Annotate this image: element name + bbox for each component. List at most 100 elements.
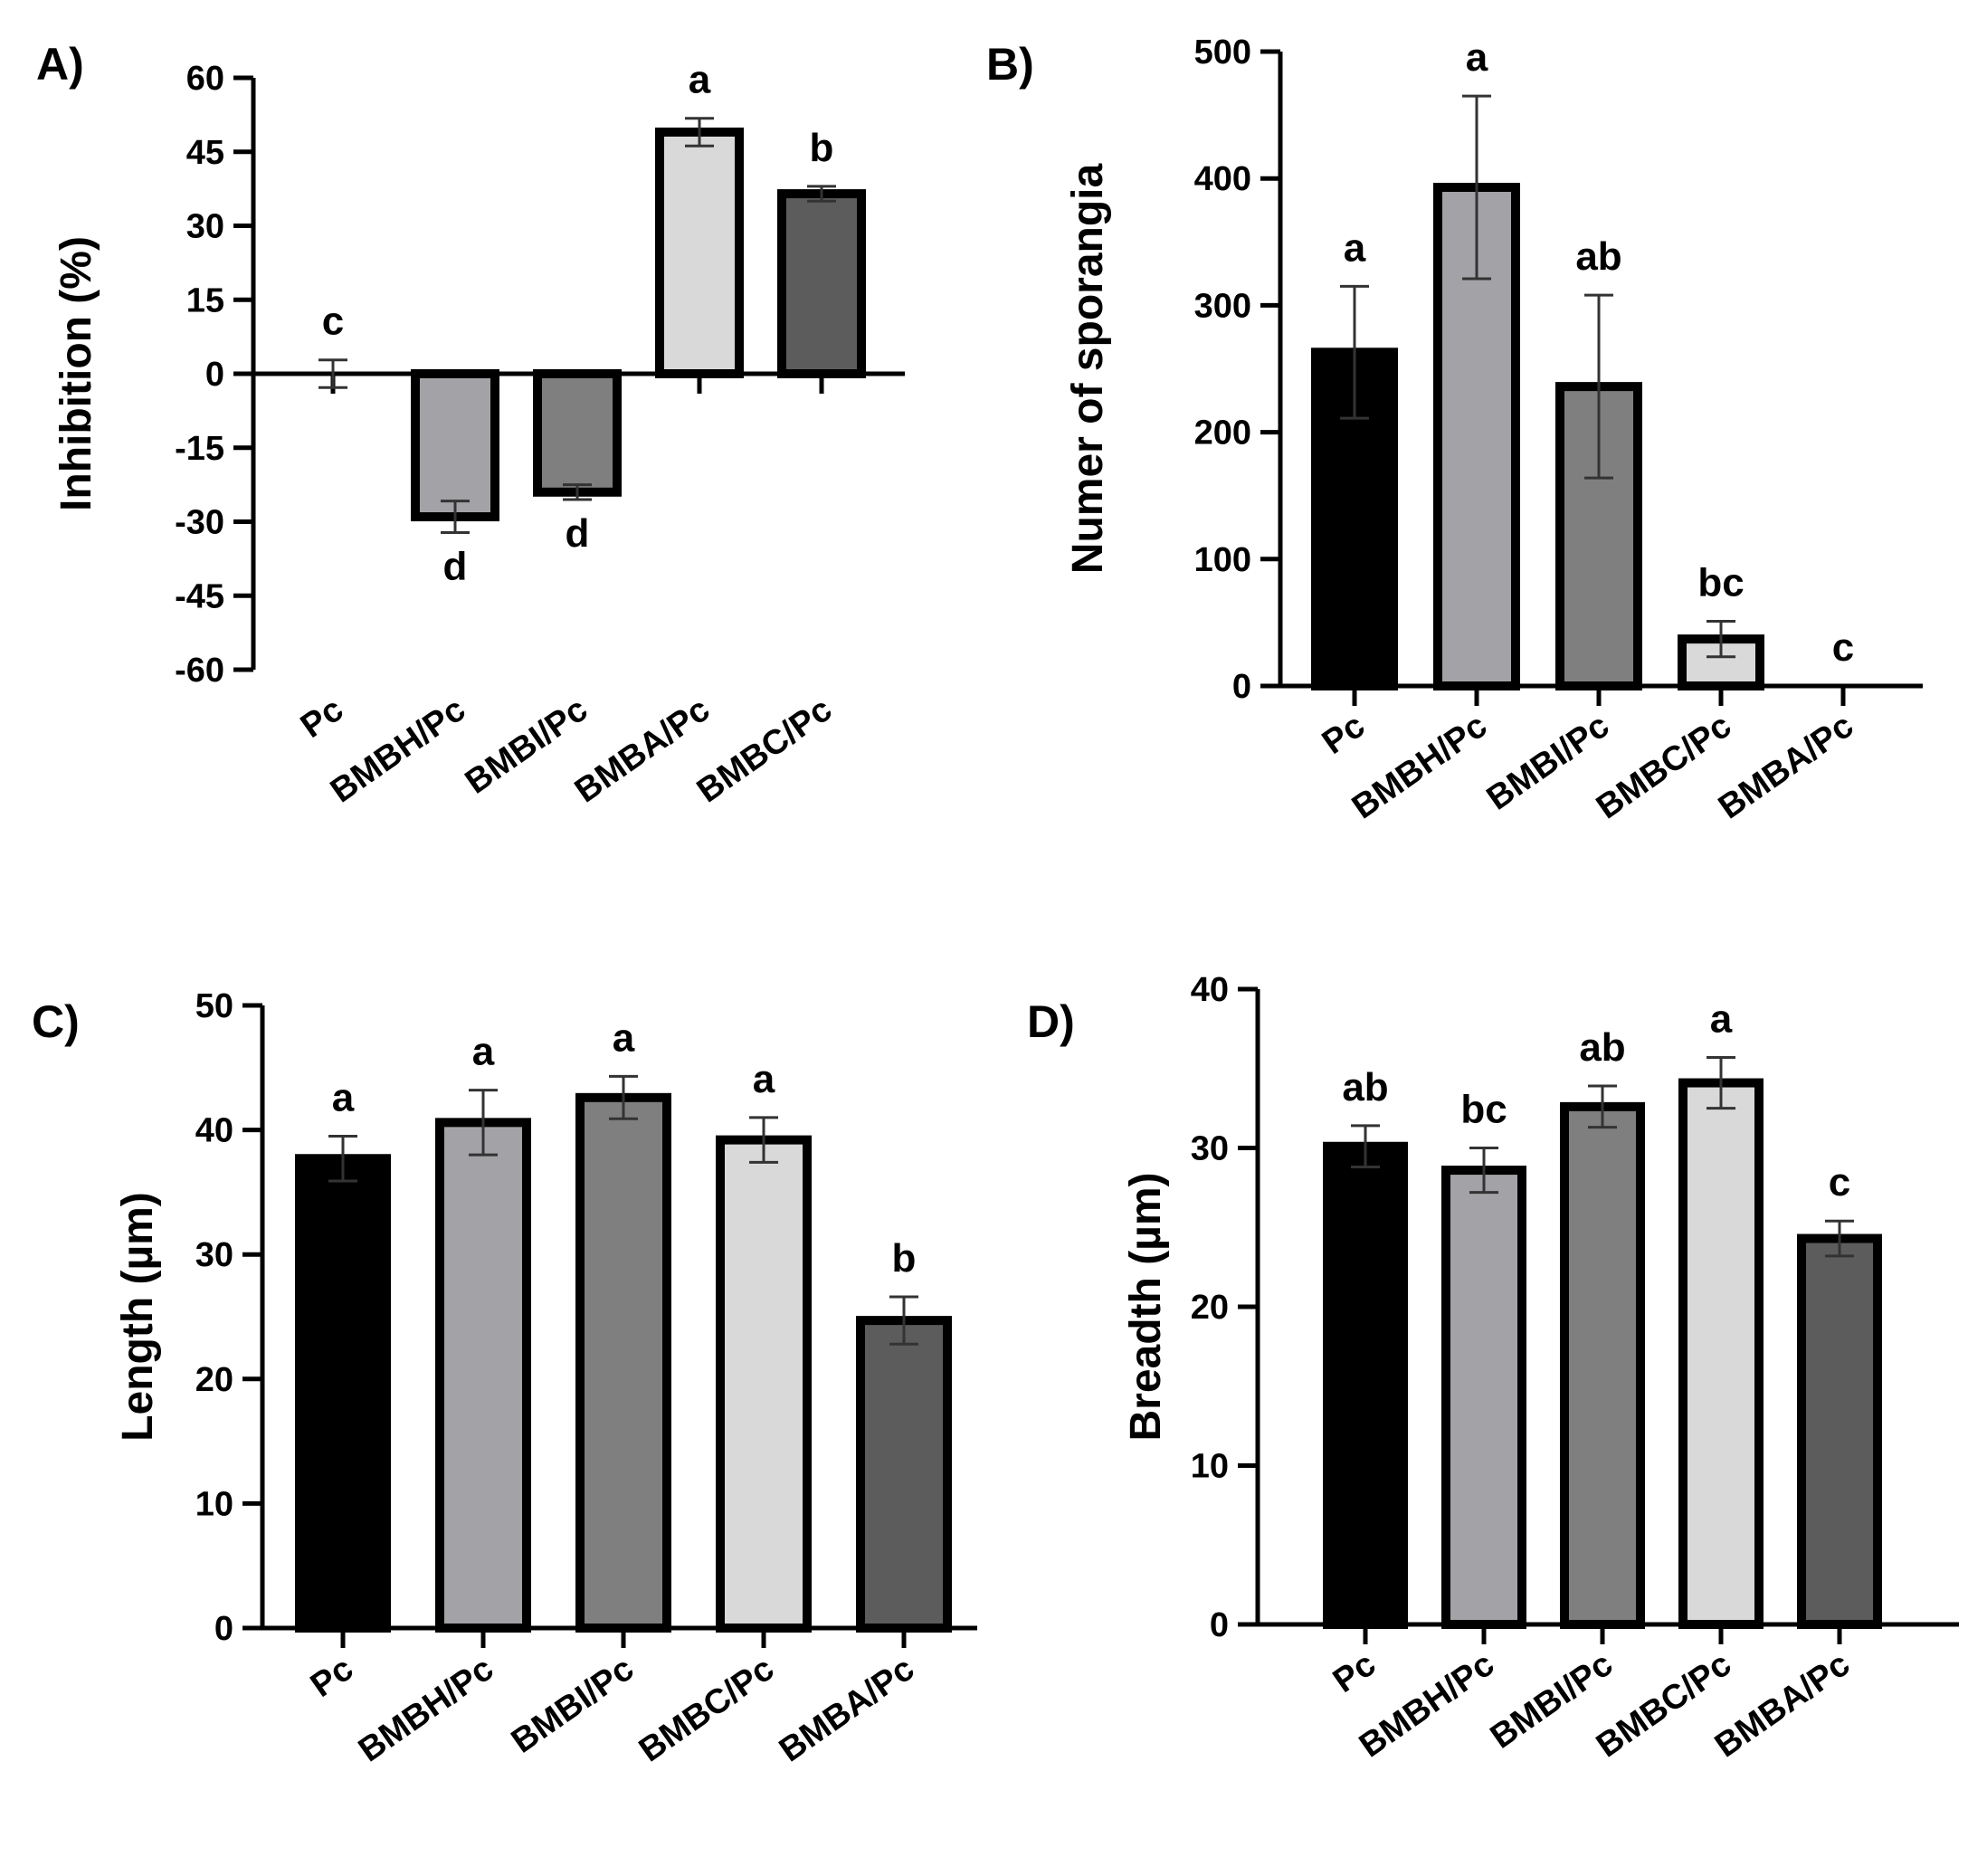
y-tick-label-a: 30 [186, 208, 224, 246]
y-axis-title-a: Inhibition (%) [52, 236, 100, 511]
y-tick-label-c: 20 [195, 1361, 233, 1399]
x-category-label-a-5: BMBC/Pc [690, 690, 839, 811]
significance-label-d-2: bc [1460, 1088, 1507, 1132]
y-tick-label-a: 45 [186, 134, 224, 172]
panel-label-b: B) [986, 39, 1034, 90]
error-bar-a-4 [685, 117, 714, 148]
y-tick-label-a: -45 [175, 577, 224, 615]
significance-label-d-5: c [1829, 1160, 1850, 1205]
significance-label-b-5: c [1832, 625, 1854, 670]
error-bar-c-3 [609, 1074, 638, 1120]
bar-d-5 [1797, 1233, 1882, 1630]
x-category-label-d-4: BMBC/Pc [1590, 1645, 1738, 1766]
x-category-label-a-2: BMBH/Pc [324, 690, 472, 811]
y-tick-label-a: -30 [175, 504, 224, 542]
significance-label-c-1: a [332, 1075, 355, 1119]
significance-label-b-2: a [1466, 35, 1488, 80]
error-bar-d-2 [1469, 1147, 1498, 1195]
panel-d: D) Breadth (µm) 0 10 20 30 40 ab Pc bc BMBH/Pc ab BM… [1027, 971, 1959, 1765]
y-tick-label-d: 20 [1191, 1289, 1229, 1327]
significance-label-b-1: a [1344, 225, 1366, 270]
y-axis-title-d: Breadth (µm) [1122, 1173, 1170, 1442]
bar-a-2 [411, 369, 499, 522]
error-bar-b-3 [1584, 293, 1613, 480]
panel-a: A) Inhibition (%) 60 45 30 15 0 -15 -30 -45 -60 c Pc… [36, 39, 905, 810]
bar-a-3 [533, 369, 622, 497]
bar-a-5 [777, 189, 866, 378]
error-bar-a-2 [441, 500, 470, 534]
error-bar-b-2 [1462, 94, 1491, 281]
significance-label-a-5: b [810, 126, 834, 170]
bar-c-4 [716, 1135, 812, 1633]
bar-c-3 [575, 1092, 671, 1633]
error-bar-a-3 [563, 483, 592, 501]
y-tick-label-b: 400 [1194, 160, 1251, 198]
significance-label-b-4: bc [1697, 560, 1744, 605]
y-tick-label-b: 0 [1232, 668, 1251, 706]
y-tick-label-a: -15 [175, 430, 224, 468]
y-tick-label-a: 60 [186, 60, 224, 98]
panel-label-a: A) [36, 39, 84, 90]
x-category-label-b-4: BMBC/Pc [1590, 707, 1738, 827]
y-tick-label-b: 500 [1194, 33, 1251, 71]
bar-c-5 [856, 1316, 952, 1633]
y-axis-title-b: Numer of sporangia [1064, 164, 1112, 575]
panel-c: C) Length (µm) 0 10 20 30 40 50 a Pc a BMBH/Pc a BMBI… [32, 987, 977, 1769]
y-tick-label-b: 200 [1194, 414, 1251, 452]
panel-label-c: C) [32, 996, 80, 1047]
significance-label-c-4: a [753, 1057, 775, 1101]
error-bar-c-4 [749, 1116, 778, 1164]
y-tick-label-d: 0 [1210, 1606, 1229, 1644]
error-bar-b-1 [1340, 284, 1369, 420]
y-tick-label-c: 30 [195, 1236, 233, 1274]
error-bar-d-4 [1707, 1055, 1735, 1110]
y-tick-label-d: 30 [1191, 1130, 1229, 1168]
panel-label-d: D) [1027, 996, 1075, 1047]
error-bar-c-2 [469, 1089, 498, 1157]
error-bar-b-4 [1707, 619, 1735, 659]
significance-label-a-3: d [566, 511, 590, 556]
x-category-label-c-2: BMBH/Pc [352, 1650, 500, 1770]
error-bar-a-1 [318, 358, 347, 389]
error-bar-a-5 [807, 185, 836, 203]
bar-c-1 [295, 1154, 391, 1633]
significance-label-d-3: ab [1579, 1025, 1625, 1070]
significance-label-a-2: d [443, 544, 468, 588]
y-tick-label-a: -60 [175, 652, 224, 690]
error-bar-c-5 [889, 1295, 918, 1346]
y-tick-label-b: 100 [1194, 541, 1251, 579]
significance-label-c-3: a [613, 1015, 635, 1060]
bar-d-2 [1441, 1166, 1526, 1629]
x-category-label-b-2: BMBH/Pc [1345, 707, 1494, 827]
x-category-label-c-4: BMBC/Pc [632, 1650, 781, 1770]
significance-label-d-1: ab [1342, 1065, 1388, 1109]
bar-d-3 [1560, 1101, 1645, 1629]
x-category-label-a-4: BMBA/Pc [568, 690, 717, 811]
panel-b: B) Numer of sporangia 0 100 200 300 400 500 a Pc a… [986, 33, 1923, 826]
y-tick-label-a: 15 [186, 281, 224, 319]
y-tick-label-c: 50 [195, 987, 233, 1025]
error-bar-d-3 [1588, 1084, 1617, 1129]
significance-label-c-2: a [472, 1030, 495, 1074]
x-category-label-a-1: Pc [294, 690, 350, 746]
error-bar-d-5 [1825, 1219, 1854, 1258]
x-category-label-b-5: BMBA/Pc [1712, 707, 1860, 827]
y-tick-label-a: 0 [205, 356, 224, 394]
bar-a-4 [655, 127, 744, 378]
significance-label-b-3: ab [1575, 234, 1621, 279]
y-tick-label-c: 0 [214, 1610, 233, 1648]
y-tick-label-c: 10 [195, 1485, 233, 1523]
x-category-label-c-3: BMBI/Pc [505, 1650, 641, 1761]
y-tick-label-b: 300 [1194, 287, 1251, 325]
bar-c-2 [435, 1118, 531, 1633]
x-category-label-d-1: Pc [1326, 1645, 1383, 1700]
error-bar-c-1 [328, 1134, 357, 1183]
y-tick-label-d: 10 [1191, 1448, 1229, 1486]
significance-label-c-5: b [892, 1236, 917, 1281]
x-category-label-c-1: Pc [304, 1650, 360, 1705]
error-bar-d-1 [1351, 1124, 1380, 1169]
significance-label-a-4: a [689, 58, 711, 102]
y-tick-label-d: 40 [1191, 971, 1229, 1009]
y-tick-label-c: 40 [195, 1112, 233, 1150]
